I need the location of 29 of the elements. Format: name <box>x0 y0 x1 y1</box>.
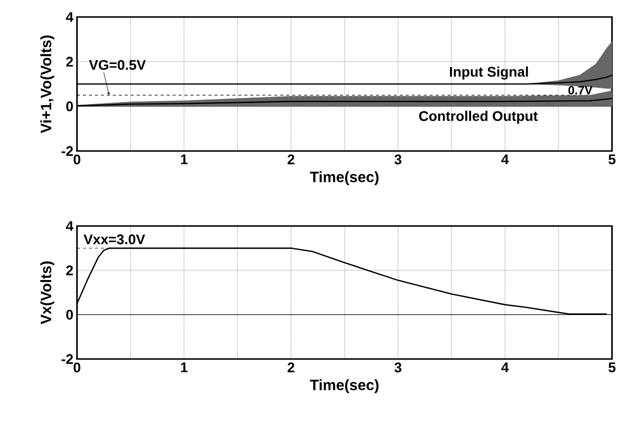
y-tick-label: 2 <box>66 56 73 67</box>
x-tick-label: 1 <box>180 362 188 372</box>
x-tick-label: 1 <box>180 154 188 164</box>
y-tick-label: 0 <box>66 310 73 320</box>
x-tick-label: 0 <box>74 362 80 372</box>
annotation: 0.7V <box>568 86 592 94</box>
ref-line-label: VG=0.5V <box>88 60 146 70</box>
x-tick-label: 5 <box>608 154 616 164</box>
x-tick-label: 4 <box>501 362 509 372</box>
x-tick-label: 5 <box>608 362 616 372</box>
annotation: Vxx=3.0V <box>84 234 146 244</box>
x-axis-title: Time(sec) <box>310 379 378 394</box>
series-label: Input Signal <box>450 66 528 80</box>
y-tick-label: 4 <box>66 221 74 231</box>
x-axis-title: Time(sec) <box>310 171 378 186</box>
y-tick-label: -2 <box>62 146 73 156</box>
x-tick-label: 4 <box>501 154 509 164</box>
x-tick-label: 2 <box>288 154 294 164</box>
y-tick-label: 2 <box>66 265 73 276</box>
x-tick-label: 2 <box>288 362 294 372</box>
y-tick-label: -2 <box>62 354 73 364</box>
y-axis-title: Vx(Volts) <box>40 261 54 324</box>
x-tick-label: 3 <box>394 154 402 164</box>
series-label: Controlled Output <box>419 110 538 124</box>
x-tick-label: 3 <box>394 362 402 372</box>
y-tick-label: 0 <box>66 101 73 112</box>
y-tick-label: 4 <box>66 12 74 22</box>
y-axis-title: Vi+1,Vo(Volts) <box>40 36 54 134</box>
x-tick-label: 0 <box>74 154 80 164</box>
